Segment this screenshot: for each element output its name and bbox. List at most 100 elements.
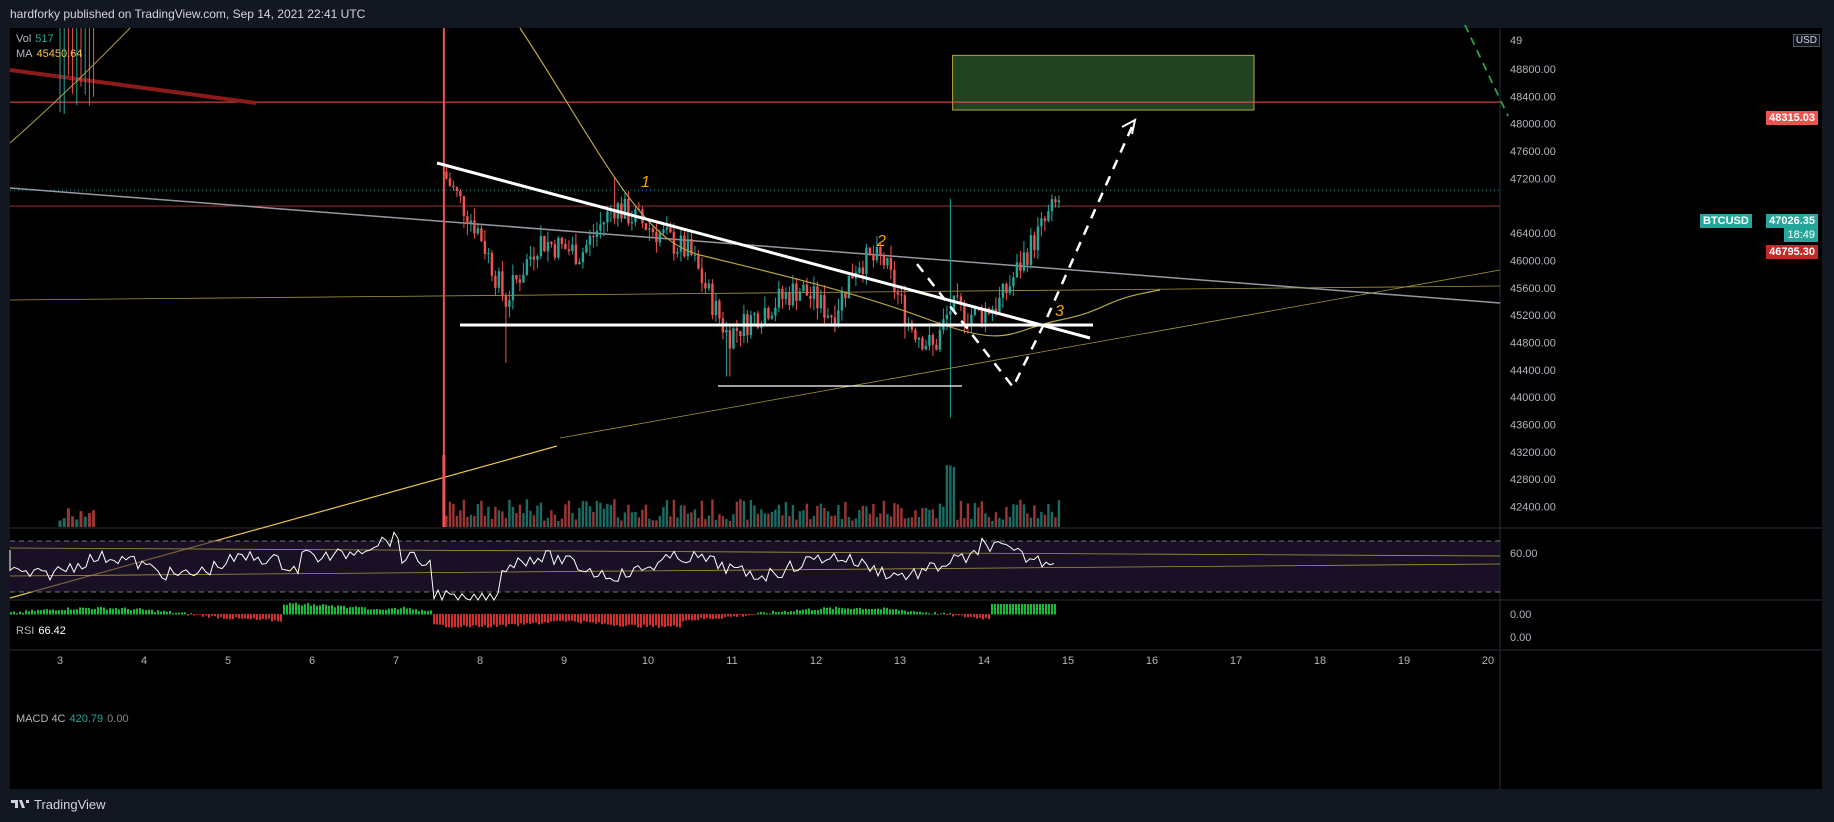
macd-histogram-bar xyxy=(886,607,888,615)
candle-body xyxy=(781,288,784,300)
volume-bar xyxy=(704,519,707,527)
macd-histogram-bar xyxy=(550,614,552,622)
time-tick-label: 11 xyxy=(726,655,737,667)
macd-histogram-bar xyxy=(739,614,741,616)
volume-bar xyxy=(882,500,886,527)
candle-body xyxy=(669,227,672,233)
macd-histogram-bar xyxy=(433,614,435,625)
candle-body xyxy=(728,330,732,349)
macd-histogram-bar xyxy=(742,614,744,617)
volume-bar xyxy=(886,514,889,527)
candle-body xyxy=(473,220,476,234)
macd-histogram-bar xyxy=(541,614,543,624)
candle-body xyxy=(483,241,487,254)
volume-bar xyxy=(921,508,924,527)
chart-frame[interactable] xyxy=(10,28,1822,789)
rsi-label: RSI xyxy=(16,625,35,637)
macd-histogram-bar xyxy=(682,614,684,622)
macd-histogram-bar xyxy=(1036,604,1038,615)
macd-histogram-bar xyxy=(919,611,921,615)
macd-histogram-bar xyxy=(34,611,36,615)
macd-histogram-bar xyxy=(748,614,750,616)
macd-value: 420.79 xyxy=(69,713,104,725)
volume-bar xyxy=(627,504,630,527)
descending-trendline xyxy=(436,161,1091,340)
candle-body xyxy=(494,275,497,288)
macd-histogram-bar xyxy=(523,614,525,625)
time-tick-label: 12 xyxy=(810,655,822,667)
macd-histogram-bar xyxy=(592,614,594,623)
macd-histogram-bar xyxy=(670,614,672,627)
macd-histogram-bar xyxy=(793,611,795,615)
time-tick-label: 3 xyxy=(57,655,63,667)
macd-histogram-bar xyxy=(640,614,642,628)
macd-histogram-bar xyxy=(325,604,327,615)
countdown-tag: 18:49 xyxy=(1784,228,1818,242)
volume-bar xyxy=(665,500,669,527)
macd-histogram-bar xyxy=(22,612,24,615)
volume-bar xyxy=(602,508,606,527)
macd-histogram-bar xyxy=(127,608,129,615)
candle-body xyxy=(578,262,581,265)
candle-body xyxy=(599,224,602,231)
rsi-value: 66.42 xyxy=(38,625,66,637)
macd-histogram-bar xyxy=(121,607,123,615)
time-tick-label: 13 xyxy=(894,655,906,667)
macd-histogram-bar xyxy=(322,604,324,615)
macd-histogram-bar xyxy=(1045,604,1047,615)
macd-histogram-bar xyxy=(538,614,540,625)
price-tick-label: 43600.00 xyxy=(1510,419,1556,431)
candle-body xyxy=(592,235,595,237)
macd-histogram-bar xyxy=(142,609,144,615)
macd-histogram-bar xyxy=(553,614,555,622)
macd-histogram-bar xyxy=(706,614,708,619)
macd-histogram-bar xyxy=(829,607,831,615)
dark-red-trendline xyxy=(9,68,257,105)
volume-bar xyxy=(693,509,697,527)
macd-histogram-bar xyxy=(805,609,807,615)
macd-histogram-bar xyxy=(664,614,666,628)
candle-body xyxy=(879,246,882,256)
candle-body xyxy=(480,228,483,242)
macd-histogram-bar xyxy=(958,614,960,616)
macd-histogram-bar xyxy=(649,614,651,626)
footer-brand[interactable]: TradingView xyxy=(34,797,106,812)
candle-body xyxy=(816,286,819,309)
volume-bar xyxy=(791,504,795,527)
volume-bar xyxy=(599,502,602,527)
price-tick-label: 42800.00 xyxy=(1510,474,1556,486)
volume-bar xyxy=(865,506,868,527)
volume-bar xyxy=(805,503,809,527)
candle-body xyxy=(784,292,788,300)
macd-histogram-bar xyxy=(631,614,633,625)
macd-histogram-bar xyxy=(49,609,51,615)
volume-bar xyxy=(987,517,991,527)
macd-histogram-bar xyxy=(589,614,591,623)
macd-histogram-bar xyxy=(868,609,870,615)
volume-bar xyxy=(942,506,945,527)
price-chart[interactable]: 12342400.0042800.0043200.0043600.0044000… xyxy=(0,0,1834,789)
currency-badge[interactable]: USD xyxy=(1792,34,1820,47)
macd-histogram-bar xyxy=(454,614,456,627)
volume-bar xyxy=(466,516,469,527)
macd-histogram-bar xyxy=(1027,604,1029,615)
volume-bar xyxy=(795,519,798,527)
macd-histogram-bar xyxy=(112,608,114,615)
volume-bar xyxy=(609,505,613,527)
macd-histogram-bar xyxy=(613,614,615,626)
macd-histogram-bar xyxy=(904,610,906,615)
candle-body xyxy=(788,292,791,306)
candle-body xyxy=(627,198,630,224)
candle-body xyxy=(452,185,455,188)
macd-histogram-bar xyxy=(571,614,573,621)
volume-bar xyxy=(917,517,921,527)
publish-header: hardforky published on TradingView.com, … xyxy=(0,0,1834,28)
macd-histogram-bar xyxy=(163,610,165,615)
volume-bar xyxy=(529,510,532,527)
tradingview-logo-icon[interactable] xyxy=(10,790,30,822)
macd-histogram-bar xyxy=(565,614,567,622)
candle-body xyxy=(770,315,774,319)
candle-body xyxy=(455,187,459,191)
volume-bar xyxy=(781,515,784,527)
volume-bar xyxy=(977,507,980,527)
